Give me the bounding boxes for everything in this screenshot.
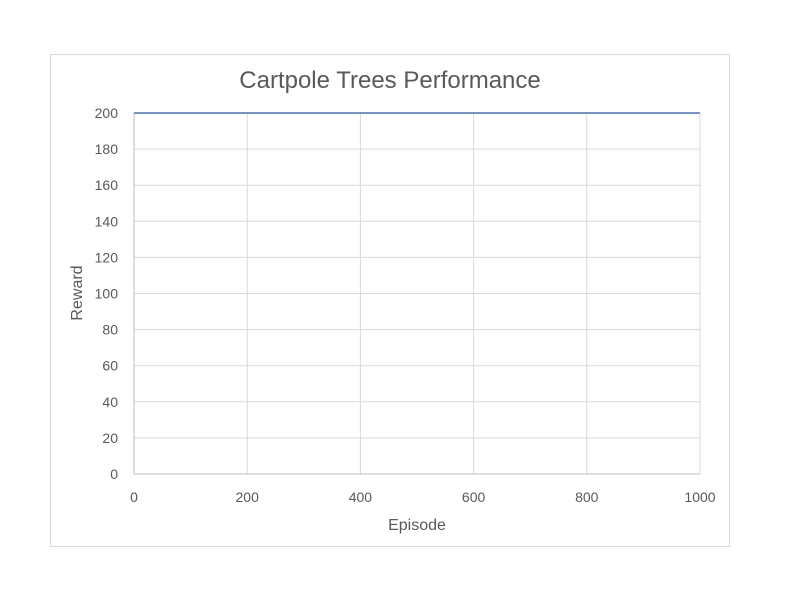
y-tick-label: 20 — [102, 430, 118, 446]
axes — [133, 113, 700, 475]
x-axis-label: Episode — [388, 517, 446, 534]
y-tick-label: 80 — [102, 322, 118, 338]
y-axis-label: Reward — [69, 265, 86, 320]
y-tick-label: 200 — [95, 105, 119, 121]
y-tick-label: 60 — [102, 358, 118, 374]
x-tick-label: 1000 — [684, 489, 715, 505]
y-tick-label: 0 — [110, 466, 118, 482]
x-tick-label: 800 — [575, 489, 599, 505]
x-tick-label: 600 — [462, 489, 486, 505]
grid-lines — [134, 112, 701, 474]
x-tick-label: 0 — [130, 489, 138, 505]
chart-frame — [50, 54, 730, 547]
y-tick-label: 180 — [95, 141, 119, 157]
chart-title: Cartpole Trees Performance — [239, 67, 540, 94]
y-tick-labels: 0 20 40 60 80 100 120 140 160 180 200 — [95, 105, 119, 482]
y-tick-label: 140 — [95, 213, 119, 229]
y-tick-label: 40 — [102, 394, 118, 410]
y-tick-label: 160 — [95, 177, 119, 193]
y-tick-label: 100 — [95, 286, 119, 302]
x-tick-label: 400 — [349, 489, 373, 505]
x-tick-labels: 0 200 400 600 800 1000 — [130, 489, 716, 505]
y-tick-label: 120 — [95, 249, 119, 265]
x-tick-label: 200 — [236, 489, 260, 505]
